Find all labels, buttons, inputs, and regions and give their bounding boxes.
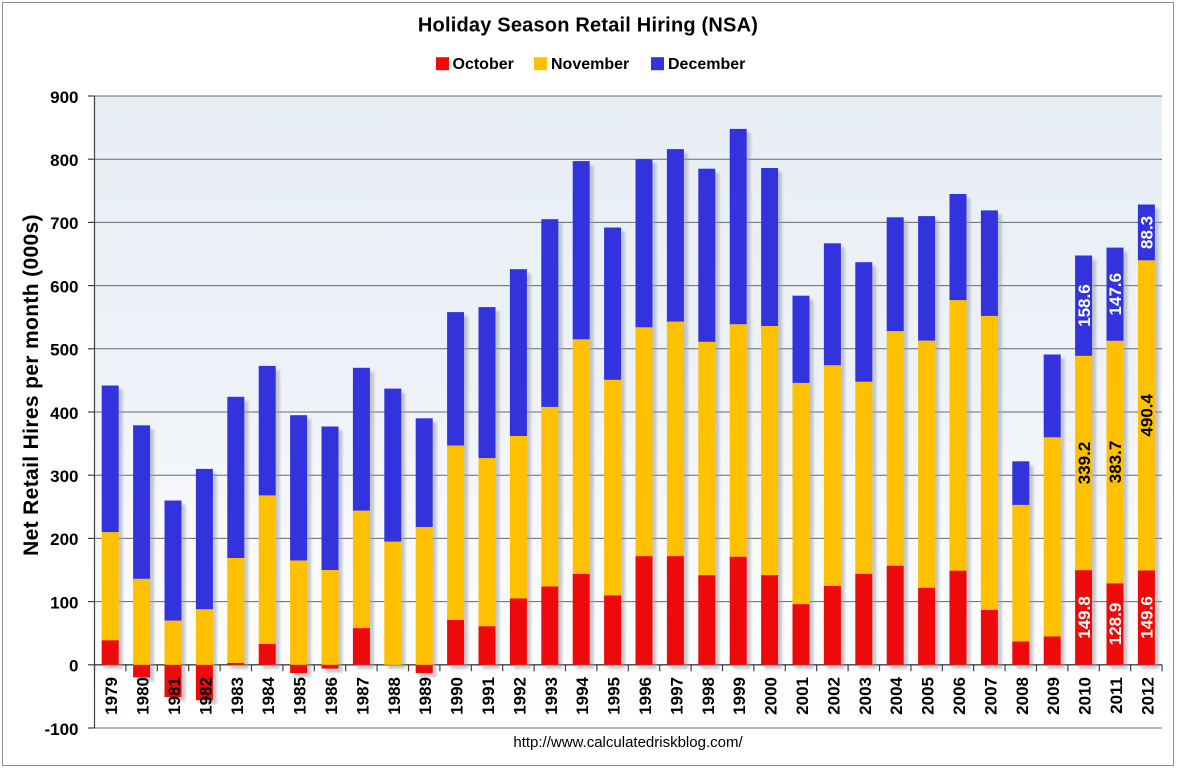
svg-text:November: November (551, 56, 629, 73)
svg-text:2000: 2000 (762, 677, 781, 715)
svg-text:http://www.calculatedriskblog.: http://www.calculatedriskblog.com/ (513, 734, 743, 751)
svg-text:1983: 1983 (228, 677, 247, 715)
svg-text:2002: 2002 (824, 677, 843, 715)
svg-text:1984: 1984 (259, 676, 278, 714)
svg-text:147.6: 147.6 (1106, 273, 1125, 316)
svg-text:2012: 2012 (1138, 677, 1157, 715)
svg-text:200: 200 (50, 530, 78, 549)
svg-text:1996: 1996 (636, 677, 655, 715)
svg-text:1998: 1998 (699, 677, 718, 715)
svg-text:2005: 2005 (919, 677, 938, 715)
svg-text:1991: 1991 (479, 677, 498, 715)
svg-text:1990: 1990 (448, 677, 467, 715)
svg-text:2008: 2008 (1013, 677, 1032, 715)
svg-text:2009: 2009 (1044, 677, 1063, 715)
svg-text:2001: 2001 (793, 677, 812, 715)
svg-text:October: October (453, 56, 514, 73)
svg-text:490.4: 490.4 (1138, 393, 1157, 436)
svg-text:1979: 1979 (102, 677, 121, 715)
svg-text:149.8: 149.8 (1075, 596, 1094, 639)
svg-text:-100: -100 (44, 720, 78, 739)
svg-text:2006: 2006 (950, 677, 969, 715)
svg-text:300: 300 (50, 467, 78, 486)
svg-text:Net Retail Hires per month (00: Net Retail Hires per month (000s) (20, 214, 43, 556)
svg-text:500: 500 (50, 341, 78, 360)
svg-text:0: 0 (69, 657, 78, 676)
svg-text:1986: 1986 (322, 677, 341, 715)
svg-text:2011: 2011 (1107, 677, 1126, 714)
svg-text:1988: 1988 (385, 677, 404, 715)
svg-text:800: 800 (50, 151, 78, 170)
svg-text:158.6: 158.6 (1075, 284, 1094, 327)
svg-text:December: December (668, 56, 745, 73)
svg-text:1992: 1992 (510, 677, 529, 715)
svg-text:2003: 2003 (856, 677, 875, 715)
svg-text:1993: 1993 (542, 677, 561, 715)
svg-text:100: 100 (50, 593, 78, 612)
svg-text:1985: 1985 (291, 677, 310, 715)
svg-text:1981: 1981 (165, 677, 184, 715)
svg-text:1989: 1989 (416, 677, 435, 715)
svg-text:700: 700 (50, 214, 78, 233)
svg-text:1999: 1999 (730, 677, 749, 715)
svg-text:128.9: 128.9 (1106, 603, 1125, 646)
svg-text:1995: 1995 (605, 677, 624, 715)
svg-text:1987: 1987 (353, 677, 372, 715)
svg-text:600: 600 (50, 277, 78, 296)
svg-text:900: 900 (50, 88, 78, 107)
svg-text:339.2: 339.2 (1075, 442, 1094, 485)
svg-text:88.3: 88.3 (1138, 216, 1157, 249)
svg-text:400: 400 (50, 404, 78, 423)
svg-text:383.7: 383.7 (1106, 441, 1125, 484)
svg-text:2010: 2010 (1076, 677, 1095, 715)
svg-text:1980: 1980 (134, 677, 153, 715)
svg-text:1994: 1994 (573, 676, 592, 714)
svg-text:2004: 2004 (887, 676, 906, 714)
svg-text:149.6: 149.6 (1138, 596, 1157, 639)
svg-text:1997: 1997 (667, 677, 686, 715)
svg-text:1982: 1982 (196, 677, 215, 715)
svg-text:2007: 2007 (981, 677, 1000, 715)
svg-text:Holiday Season Retail Hiring (: Holiday Season Retail Hiring (NSA) (418, 15, 758, 37)
